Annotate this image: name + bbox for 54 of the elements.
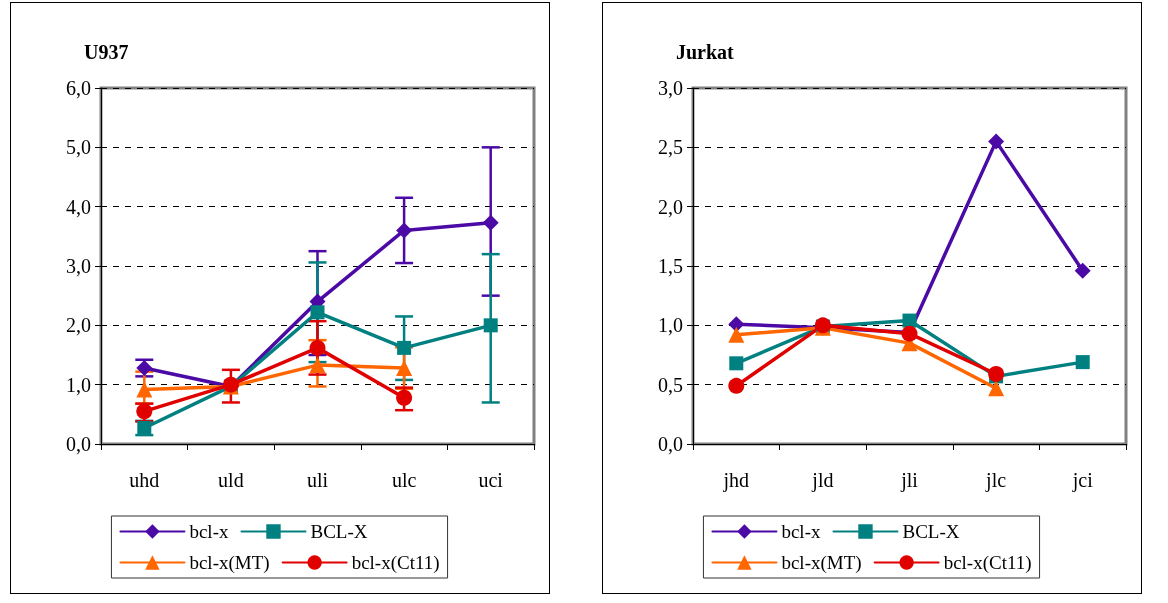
point <box>728 316 745 333</box>
legend-label: bcl-x(Ct11) <box>351 552 440 574</box>
point <box>728 377 745 394</box>
x-tick-label: uli <box>306 469 329 491</box>
y-tick-label: 0,5 <box>658 373 683 396</box>
point <box>902 313 917 328</box>
legend-label: bcl-x <box>189 521 229 542</box>
x-tick-label: uhd <box>129 469 160 491</box>
point <box>988 365 1005 382</box>
y-tick-label: 2,5 <box>658 136 683 159</box>
x-tick-label: jli <box>900 469 919 492</box>
y-tick-label: 3,0 <box>658 77 683 99</box>
x-tick-label: jhd <box>722 469 750 492</box>
x-tick-label: jci <box>1071 469 1094 492</box>
x-tick-label: jld <box>811 469 834 492</box>
point <box>396 222 413 239</box>
y-tick-label: 4,0 <box>66 195 91 218</box>
x-tick-label: uci <box>478 469 504 491</box>
point <box>988 380 1005 397</box>
y-tick-label: 0,0 <box>658 433 683 455</box>
legend-label: BCL-X <box>310 521 368 542</box>
x-tick-label: uld <box>218 469 244 491</box>
point <box>729 356 744 371</box>
y-tick-label: 6,0 <box>66 77 91 99</box>
chart-title: U937 <box>84 41 129 63</box>
y-tick-label: 0,0 <box>66 433 91 455</box>
point <box>1074 262 1091 279</box>
point <box>396 360 413 377</box>
point <box>397 340 412 355</box>
legend-label: bcl-x(Ct11) <box>943 552 1032 574</box>
y-tick-label: 2,0 <box>66 314 91 337</box>
point <box>396 389 413 406</box>
y-tick-label: 1,0 <box>658 314 683 337</box>
point <box>1075 355 1090 370</box>
point <box>310 305 325 320</box>
y-tick-label: 2,0 <box>658 195 683 218</box>
point <box>483 318 498 333</box>
point <box>728 326 745 343</box>
y-tick-label: 3,0 <box>66 255 91 277</box>
y-tick-label: 1,5 <box>658 255 683 277</box>
point <box>136 381 153 398</box>
point <box>309 339 326 356</box>
legend-label: bcl-x(MT) <box>189 552 270 574</box>
point <box>482 214 499 231</box>
point <box>988 133 1005 150</box>
x-tick-label: ulc <box>391 469 417 491</box>
point <box>309 357 326 374</box>
legend-label: bcl-x(MT) <box>781 552 862 574</box>
legend-label: bcl-x <box>781 521 821 542</box>
chart-title: Jurkat <box>676 41 735 63</box>
legend-label: BCL-X <box>902 521 960 542</box>
y-tick-label: 5,0 <box>66 136 91 159</box>
x-tick-label: jlc <box>985 469 1007 492</box>
y-tick-label: 1,0 <box>66 373 91 396</box>
